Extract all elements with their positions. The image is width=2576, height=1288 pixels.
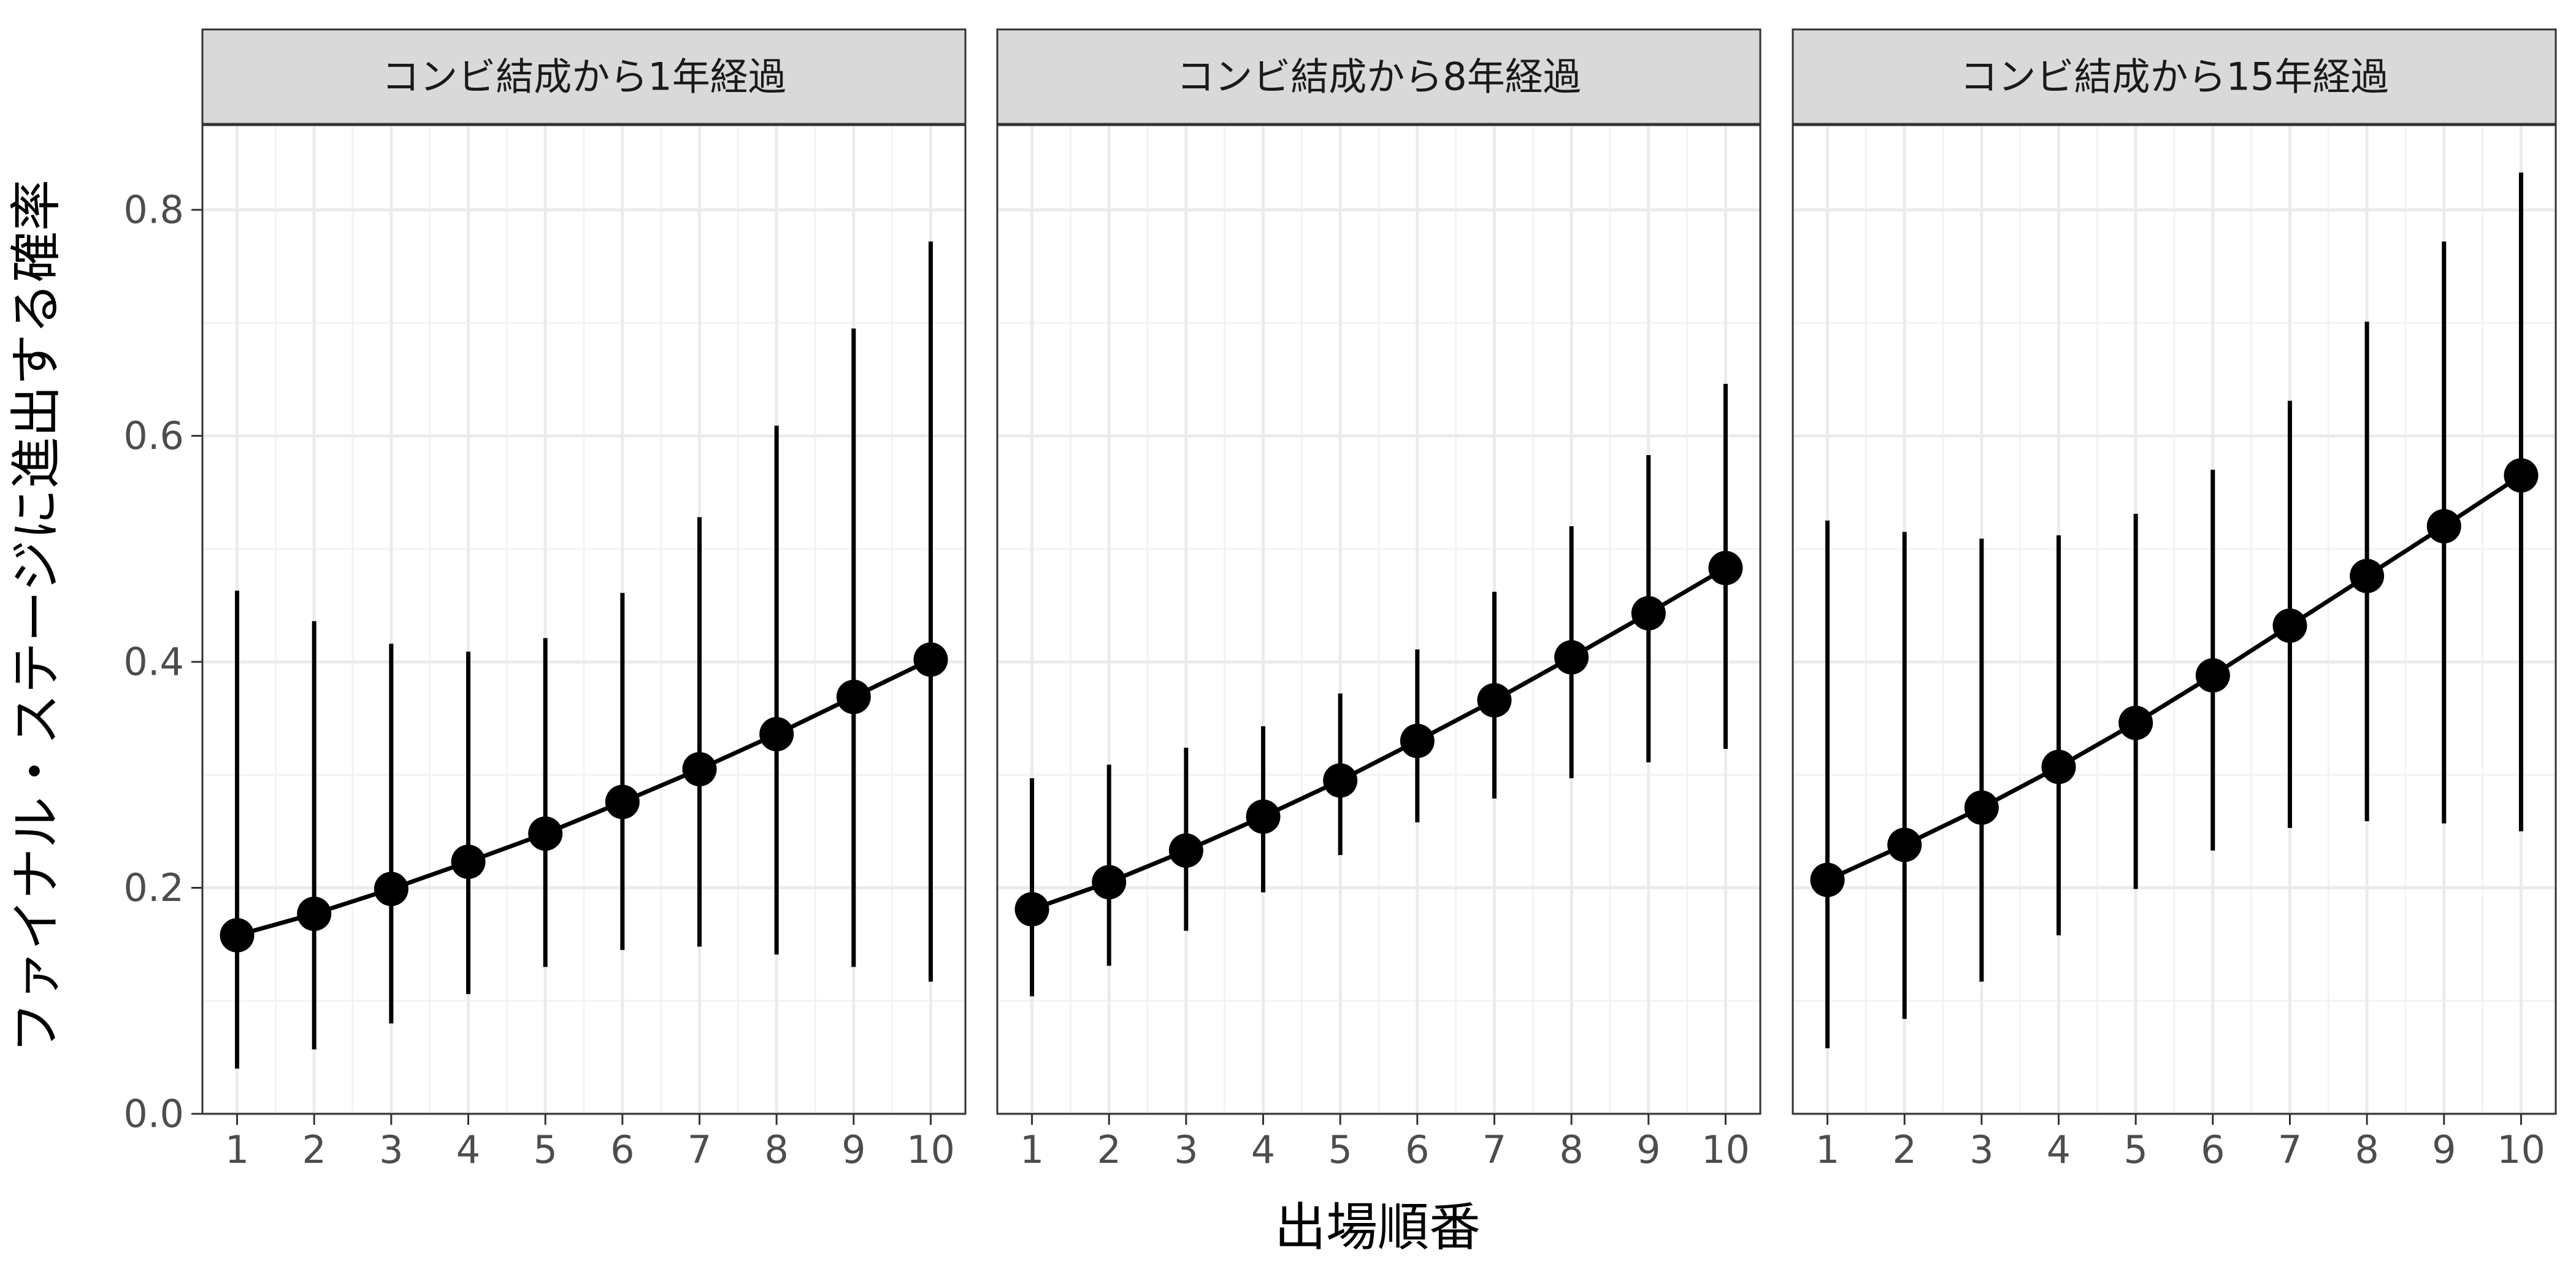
x-tick-label: 5 <box>1328 1127 1352 1172</box>
x-tick-label: 1 <box>1020 1127 1044 1172</box>
y-tick-label: 0.2 <box>123 865 184 910</box>
x-tick-label: 3 <box>1969 1127 1993 1172</box>
x-tick-label: 8 <box>2355 1127 2379 1172</box>
data-point <box>2350 559 2385 594</box>
x-tick-label: 5 <box>533 1127 557 1172</box>
data-point <box>605 784 640 819</box>
x-tick-label: 1 <box>1815 1127 1839 1172</box>
panel-1-strip <box>201 28 967 125</box>
data-point <box>1708 551 1743 586</box>
data-point <box>1964 790 1999 825</box>
x-tick-label: 3 <box>1174 1127 1198 1172</box>
x-tick-label: 2 <box>1097 1127 1121 1172</box>
y-tick-label: 0.8 <box>123 188 184 232</box>
data-point <box>1246 799 1281 834</box>
x-tick-label: 4 <box>1251 1127 1275 1172</box>
x-tick-label: 6 <box>610 1127 634 1172</box>
x-tick-label: 7 <box>1482 1127 1506 1172</box>
x-tick-label: 10 <box>1701 1127 1750 1172</box>
data-point <box>1400 724 1435 759</box>
x-axis-title: 出場順番 <box>1275 1197 1481 1257</box>
data-point <box>220 918 255 953</box>
data-point <box>1554 640 1589 675</box>
x-tick-label: 5 <box>2123 1127 2147 1172</box>
y-axis-title: ファイナル・ステージに進出する確率 <box>6 180 66 1054</box>
panel-2: コンビ結成から8年経過 1 2 3 4 5 6 7 8 9 10 <box>996 28 1761 1172</box>
x-tick-label: 10 <box>2497 1127 2545 1172</box>
data-point <box>528 816 563 851</box>
panel-3-title: コンビ結成から15年経過 <box>1960 55 2389 99</box>
data-point <box>374 872 408 907</box>
x-tick-label: 7 <box>688 1127 711 1172</box>
data-point <box>913 642 948 677</box>
panel-2-title: コンビ結成から8年経過 <box>1176 55 1581 99</box>
series-line <box>1031 566 1727 911</box>
y-tick-label: 0.6 <box>123 413 184 458</box>
data-point <box>451 845 486 880</box>
data-point <box>297 896 332 931</box>
data-point <box>2272 608 2307 643</box>
series-line <box>1827 473 2523 882</box>
panel-3-strip <box>1792 28 2557 125</box>
x-tick-label: 2 <box>302 1127 326 1172</box>
y-tick-label: 0.4 <box>123 640 184 684</box>
data-point <box>2041 749 2076 784</box>
x-tick-label: 6 <box>2201 1127 2225 1172</box>
panel-3: コンビ結成から15年経過 1 2 3 4 5 6 7 8 9 10 <box>1792 28 2557 1172</box>
data-point <box>2426 509 2461 544</box>
x-tick-label: 9 <box>841 1127 865 1172</box>
x-tick-label: 2 <box>1892 1127 1916 1172</box>
data-point <box>1631 596 1666 631</box>
data-point <box>2504 458 2539 493</box>
x-tick-label: 4 <box>2047 1127 2071 1172</box>
x-tick-label: 4 <box>456 1127 480 1172</box>
data-point <box>836 680 871 715</box>
panel-2-border <box>996 124 1761 1115</box>
x-tick-label: 3 <box>379 1127 403 1172</box>
x-tick-label: 9 <box>1636 1127 1660 1172</box>
series-line <box>236 657 932 938</box>
y-tick-label: 0.0 <box>123 1092 184 1137</box>
data-point <box>1477 683 1512 718</box>
panel-1-border <box>201 124 967 1115</box>
x-tick-label: 8 <box>1559 1127 1583 1172</box>
data-point <box>1887 827 1922 862</box>
data-point <box>682 752 717 787</box>
x-tick-label: 6 <box>1405 1127 1429 1172</box>
panel-1: コンビ結成から1年経過 1 2 3 4 5 6 7 8 9 10 0.0 0.2 0.4 0.6 0.8 <box>123 28 967 1172</box>
panel-3-border <box>1792 124 2557 1115</box>
x-tick-label: 7 <box>2278 1127 2302 1172</box>
x-tick-label: 9 <box>2432 1127 2456 1172</box>
data-point <box>1092 865 1127 900</box>
x-tick-label: 1 <box>225 1127 249 1172</box>
data-point <box>759 716 794 751</box>
data-point <box>1810 862 1845 897</box>
data-point <box>1323 763 1358 798</box>
panel-2-strip <box>996 28 1761 125</box>
panel-1-title: コンビ結成から1年経過 <box>381 55 786 99</box>
x-tick-label: 8 <box>764 1127 788 1172</box>
x-tick-label: 10 <box>907 1127 955 1172</box>
data-point <box>1168 833 1203 868</box>
data-point <box>2195 658 2230 693</box>
data-point <box>1014 892 1049 927</box>
data-point <box>2118 705 2153 740</box>
